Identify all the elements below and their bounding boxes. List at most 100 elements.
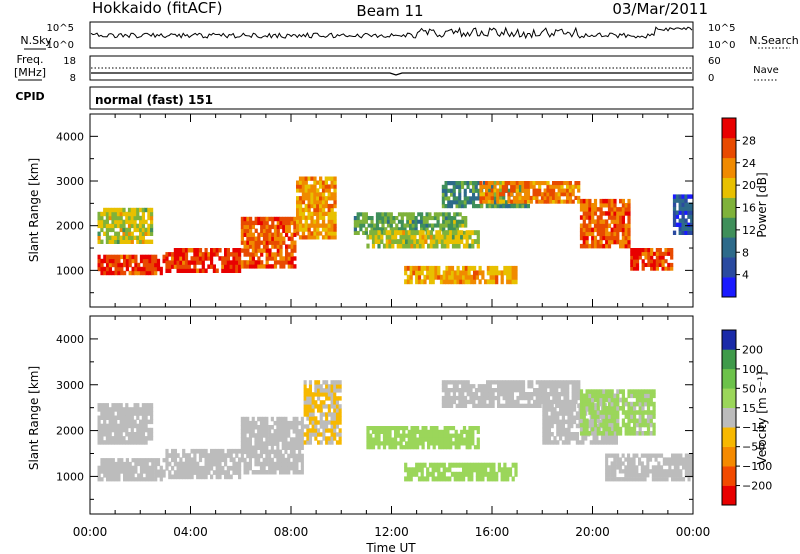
cell-velocity-7-39-5 [549, 384, 553, 389]
cell-power-5-33-4 [444, 216, 448, 221]
cell-power-8-1-4 [444, 188, 448, 193]
cell-power-5-6-4 [370, 216, 374, 221]
cell-velocity-5-19-2 [418, 437, 422, 442]
cell-power-8-13-3 [477, 192, 481, 197]
cell-power-1-21-3 [224, 256, 228, 261]
cell-velocity-2-22-1 [300, 465, 304, 471]
cell-velocity-5-16-1 [410, 441, 414, 446]
cell-velocity-7-29-2 [521, 395, 526, 401]
cell-velocity-1-19-3 [218, 461, 222, 467]
cell-velocity-1-0-2 [165, 465, 169, 471]
cell-velocity-5-40-4 [476, 429, 480, 434]
cell-power-3-5-1 [310, 231, 314, 236]
cell-power-11-2-2 [635, 259, 640, 264]
cell-velocity-5-5-4 [380, 429, 384, 434]
cell-velocity-10-11-0 [610, 431, 614, 436]
cell-velocity-10-20-10 [635, 389, 639, 394]
cell-power-7-39-3 [511, 265, 515, 271]
cell-velocity-8-2-8 [547, 407, 551, 412]
cell-velocity-4-0-9 [97, 403, 101, 408]
cell-velocity-2-7-5 [259, 449, 263, 455]
cell-velocity-8-0-5 [542, 419, 546, 425]
cell-velocity-5-0-3 [366, 433, 370, 438]
cell-power-10-12-1 [613, 239, 617, 245]
cell-velocity-9-7-0 [624, 477, 628, 482]
cell-velocity-9-8-0 [627, 477, 631, 482]
cell-velocity-10-12-4 [613, 414, 617, 419]
cell-power-4-5-0 [111, 239, 115, 244]
cell-velocity-6-3-2 [412, 467, 416, 473]
cell-velocity-0-18-2 [148, 469, 152, 474]
cell-velocity-9-7-1 [624, 473, 628, 478]
cell-velocity-8-2-9 [547, 403, 551, 408]
cell-power-4-9-3 [122, 227, 126, 233]
cell-power-5-24-5 [420, 212, 424, 217]
cell-velocity-10-6-3 [596, 418, 600, 424]
cell-velocity-2-19-10 [292, 429, 296, 434]
cell-power-4-2-7 [103, 211, 107, 217]
cell-velocity-0-1-0 [100, 477, 104, 482]
cell-power-9-19-1 [532, 195, 536, 200]
cell-velocity-1-25-5 [235, 453, 239, 458]
cell-velocity-9-5-3 [618, 465, 622, 470]
cell-velocity-4-0-8 [97, 407, 101, 412]
cell-power-2-19-4 [293, 248, 297, 253]
cell-velocity-5-38-1 [471, 441, 475, 446]
cell-velocity-7-49-2 [577, 395, 581, 401]
cell-velocity-6-16-0 [448, 476, 452, 482]
cell-velocity-6-22-2 [464, 467, 468, 473]
cell-velocity-2-22-8 [300, 437, 304, 442]
cell-velocity-0-4-5 [108, 458, 112, 463]
cell-velocity-1-26-3 [238, 461, 242, 467]
cell-power-8-23-1 [505, 200, 509, 205]
cell-velocity-2-12-8 [273, 437, 277, 442]
cell-velocity-10-8-10 [602, 389, 606, 394]
cell-velocity-4-10-0 [125, 440, 129, 445]
cell-power-5-1-4 [356, 216, 360, 221]
cell-velocity-3-2-12 [308, 392, 312, 397]
cell-velocity-3-2-1 [308, 436, 312, 441]
cell-velocity-10-10-7 [607, 401, 612, 407]
cell-velocity-9-21-5 [662, 457, 666, 462]
colorbar-swatch [722, 157, 736, 178]
cell-power-10-3-9 [588, 207, 592, 212]
cell-power-2-19-6 [293, 240, 297, 245]
cell-velocity-10-20-7 [635, 401, 639, 407]
cell-velocity-1-0-6 [165, 448, 169, 454]
cell-velocity-6-14-2 [442, 467, 446, 473]
cell-power-4-9-8 [122, 207, 126, 213]
cell-power-9-0-2 [479, 192, 483, 197]
cell-velocity-4-10-2 [125, 432, 129, 437]
cell-power-12-5-9 [687, 194, 691, 199]
cell-velocity-2-17-6 [287, 445, 291, 450]
cell-power-10-4-4 [591, 227, 595, 233]
cell-power-7-17-0 [450, 279, 455, 285]
cell-velocity-10-8-0 [602, 431, 606, 436]
cell-power-7-19-2 [456, 270, 460, 276]
cell-power-3-4-2 [307, 227, 311, 232]
cell-power-4-16-7 [141, 211, 145, 217]
cell-power-6-5-2 [380, 234, 384, 240]
cell-power-9-10-0 [507, 199, 511, 204]
cell-power-10-12-3 [613, 231, 617, 237]
cell-power-3-11-10 [327, 196, 331, 201]
cell-velocity-7-41-3 [555, 392, 559, 397]
cell-velocity-6-34-2 [497, 467, 501, 473]
cell-power-10-5-2 [593, 235, 598, 241]
cell-velocity-7-21-3 [499, 392, 503, 397]
cell-power-7-19-1 [456, 274, 460, 280]
cell-power-0-13-1 [134, 266, 138, 272]
cell-power-1-0-3 [165, 256, 169, 261]
cell-velocity-2-11-8 [270, 437, 274, 442]
cell-velocity-9-30-1 [687, 473, 691, 478]
cell-velocity-4-19-9 [150, 403, 154, 408]
cell-velocity-3-12-13 [335, 388, 339, 393]
cell-power-5-14-3 [392, 219, 396, 224]
cell-power-3-12-0 [330, 235, 334, 240]
cell-power-9-12-3 [512, 188, 517, 193]
cell-power-9-35-3 [577, 188, 581, 193]
cell-power-2-13-1 [276, 260, 280, 265]
cell-power-3-2-5 [301, 215, 306, 220]
cell-power-2-13-12 [276, 216, 280, 222]
cell-velocity-10-16-8 [624, 397, 628, 403]
